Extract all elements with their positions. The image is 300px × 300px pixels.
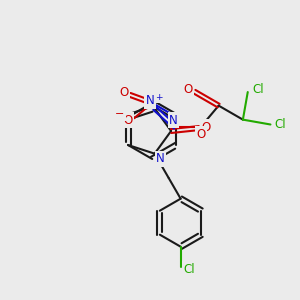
Text: N: N: [146, 94, 154, 107]
Text: −: −: [115, 109, 125, 119]
Text: Cl: Cl: [252, 82, 264, 96]
Text: O: O: [123, 114, 133, 127]
Text: O: O: [119, 86, 128, 99]
Text: Cl: Cl: [184, 262, 195, 276]
Text: O: O: [201, 121, 211, 134]
Text: N: N: [156, 152, 165, 165]
Text: O: O: [196, 128, 205, 141]
Text: Cl: Cl: [274, 118, 286, 131]
Text: +: +: [155, 92, 163, 101]
Text: O: O: [184, 83, 193, 96]
Text: N: N: [169, 114, 178, 127]
